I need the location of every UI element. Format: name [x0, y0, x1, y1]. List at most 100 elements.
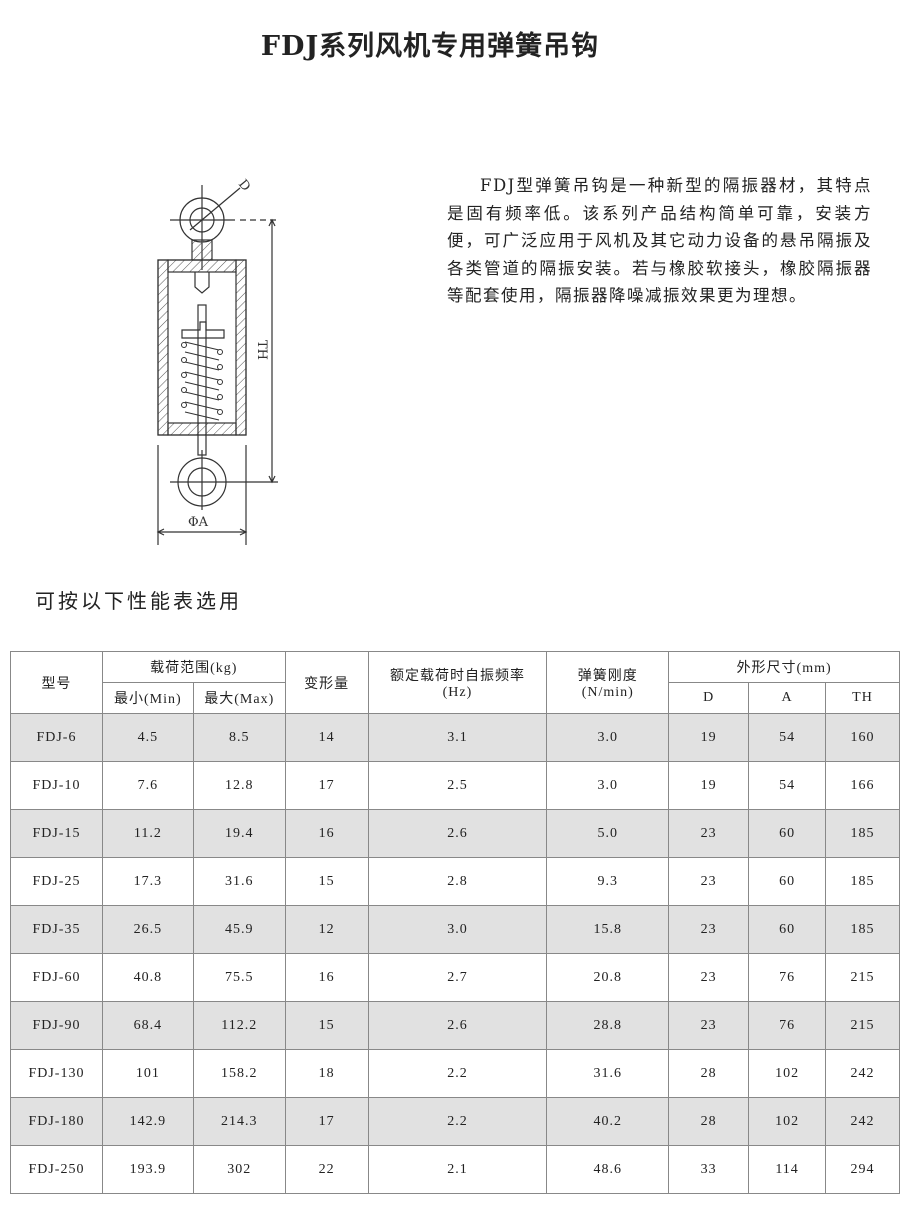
header-frequency-unit: (Hz)	[442, 684, 473, 700]
table-cell: 31.6	[546, 1049, 670, 1098]
table-cell: 17	[284, 1097, 369, 1146]
table-cell: 102	[748, 1097, 827, 1146]
table-row: FDJ-15 11.2 19.4 16 2.6 5.0 23 60 185	[10, 809, 900, 858]
table-cell: 215	[825, 953, 900, 1002]
table-row: FDJ-130 101 158.2 18 2.2 31.6 28 102 242	[10, 1049, 900, 1098]
table-cell: 23	[668, 953, 750, 1002]
table-cell: 166	[825, 761, 900, 810]
performance-table: 型号 载荷范围(kg) 变形量 额定载荷时自振频率 (Hz) 弹簧刚度 (N/min…	[10, 651, 900, 1194]
table-cell: 193.9	[101, 1145, 194, 1194]
header-th: TH	[825, 682, 900, 714]
table-cell: 19	[668, 761, 750, 810]
header-stiffness-unit: (N/min)	[581, 684, 634, 700]
table-row: FDJ-90 68.4 112.2 15 2.6 28.8 23 76 215	[10, 1001, 900, 1050]
table-cell: 18	[284, 1049, 369, 1098]
table-cell: 19	[668, 713, 750, 762]
table-cell: 2.5	[367, 761, 548, 810]
header-frequency: 额定载荷时自振频率 (Hz)	[367, 651, 548, 714]
header-stiffness: 弹簧刚度 (N/min)	[546, 651, 670, 714]
label-d: D	[235, 177, 253, 195]
table-row: FDJ-6 4.5 8.5 14 3.1 3.0 19 54 160	[10, 713, 900, 762]
table-cell: 28.8	[546, 1001, 670, 1050]
table-cell: 214.3	[192, 1097, 286, 1146]
table-cell: FDJ-60	[10, 953, 103, 1002]
table-cell: 15	[284, 1001, 369, 1050]
table-cell: 76	[748, 953, 827, 1002]
table-cell: 112.2	[192, 1001, 286, 1050]
table-cell: 40.8	[101, 953, 194, 1002]
table-cell: 2.1	[367, 1145, 548, 1194]
header-stiffness-label: 弹簧刚度	[577, 668, 638, 684]
table-cell: 242	[825, 1049, 900, 1098]
label-a: ΦA	[188, 515, 209, 530]
table-cell: 14	[284, 713, 369, 762]
table-cell: FDJ-6	[10, 713, 103, 762]
table-cell: 2.6	[367, 809, 548, 858]
table-cell: FDJ-25	[10, 857, 103, 906]
table-cell: 23	[668, 809, 750, 858]
table-cell: FDJ-10	[10, 761, 103, 810]
table-cell: 3.0	[546, 713, 670, 762]
table-cell: FDJ-130	[10, 1049, 103, 1098]
table-cell: 45.9	[192, 905, 286, 954]
header-d: D	[668, 682, 750, 714]
header-deformation: 变形量	[284, 651, 369, 714]
table-cell: 302	[192, 1145, 286, 1194]
table-cell: 26.5	[101, 905, 194, 954]
table-cell: 75.5	[192, 953, 286, 1002]
table-cell: 9.3	[546, 857, 670, 906]
table-cell: 17.3	[101, 857, 194, 906]
table-cell: 31.6	[192, 857, 286, 906]
table-cell: 185	[825, 809, 900, 858]
table-cell: FDJ-35	[10, 905, 103, 954]
table-row: FDJ-60 40.8 75.5 16 2.7 20.8 23 76 215	[10, 953, 900, 1002]
table-cell: 114	[748, 1145, 827, 1194]
header-a: A	[748, 682, 827, 714]
table-cell: 23	[668, 905, 750, 954]
table-cell: 60	[748, 905, 827, 954]
table-cell: 48.6	[546, 1145, 670, 1194]
table-cell: 23	[668, 857, 750, 906]
table-cell: 33	[668, 1145, 750, 1194]
table-cell: 3.0	[546, 761, 670, 810]
page-title: FDJ系列风机专用弹簧吊钩	[260, 31, 600, 62]
table-cell: 54	[748, 761, 827, 810]
table-cell: FDJ-250	[10, 1145, 103, 1194]
table-cell: 3.0	[367, 905, 548, 954]
table-cell: 16	[284, 953, 369, 1002]
table-cell: 15	[284, 857, 369, 906]
table-cell: 28	[668, 1049, 750, 1098]
table-cell: 185	[825, 857, 900, 906]
header-max: 最大(Max)	[192, 682, 286, 714]
table-cell: 22	[284, 1145, 369, 1194]
table-cell: 11.2	[101, 809, 194, 858]
table-cell: FDJ-15	[10, 809, 103, 858]
table-cell: 60	[748, 857, 827, 906]
table-cell: 12.8	[192, 761, 286, 810]
spring-hanger-drawing: D TH ΦA	[156, 177, 280, 545]
table-cell: 19.4	[192, 809, 286, 858]
table-row: FDJ-180 142.9 214.3 17 2.2 40.2 28 102 242	[10, 1097, 900, 1146]
header-frequency-label: 额定载荷时自振频率	[389, 668, 525, 684]
label-th: TH	[254, 340, 269, 360]
table-cell: FDJ-90	[10, 1001, 103, 1050]
header-load-range: 载荷范围(kg)	[101, 651, 286, 683]
table-cell: 8.5	[192, 713, 286, 762]
table-cell: 76	[748, 1001, 827, 1050]
table-cell: 158.2	[192, 1049, 286, 1098]
table-cell: 3.1	[367, 713, 548, 762]
table-cell: 5.0	[546, 809, 670, 858]
table-cell: 142.9	[101, 1097, 194, 1146]
product-description: FDJ型弹簧吊钩是一种新型的隔振器材，其特点是固有频率低。该系列产品结构简单可靠…	[447, 176, 872, 305]
table-cell: 12	[284, 905, 369, 954]
table-cell: 4.5	[101, 713, 194, 762]
table-cell: 28	[668, 1097, 750, 1146]
header-dimensions: 外形尺寸(mm)	[668, 651, 900, 683]
table-caption: 可按以下性能表选用	[35, 589, 242, 613]
table-cell: 294	[825, 1145, 900, 1194]
table-cell: 2.8	[367, 857, 548, 906]
table-row: FDJ-25 17.3 31.6 15 2.8 9.3 23 60 185	[10, 857, 900, 906]
table-cell: 160	[825, 713, 900, 762]
table-cell: 17	[284, 761, 369, 810]
table-cell: 185	[825, 905, 900, 954]
